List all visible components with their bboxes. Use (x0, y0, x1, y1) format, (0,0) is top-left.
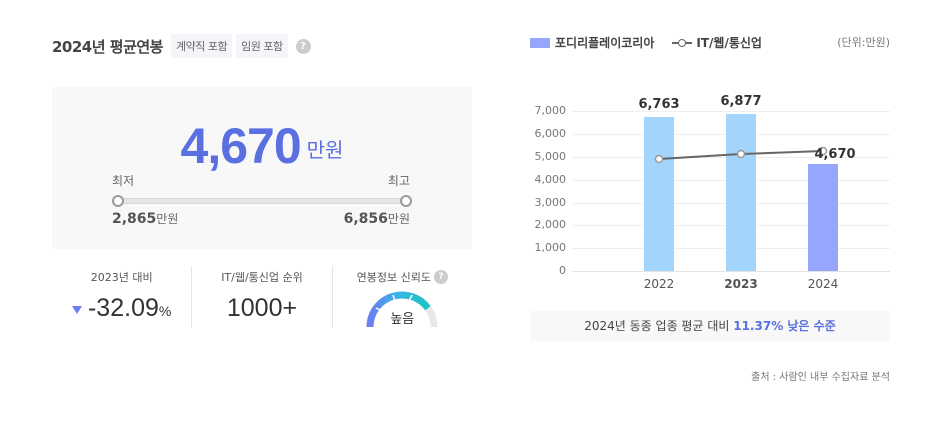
y-tick: 1,000 (534, 241, 567, 254)
x-tick-2022: 2022 (643, 277, 675, 291)
page-title: 2024년 평균연봉 (52, 37, 163, 56)
y-tick: 3,000 (534, 196, 567, 209)
salary-range-bar (112, 195, 412, 207)
x-tick-2024: 2024 (807, 277, 839, 291)
bar-legend-swatch-icon (530, 37, 550, 48)
reliability-gauge: 높음 (366, 291, 438, 327)
question-circle-icon[interactable]: ? (433, 270, 448, 284)
stat-industry-rank: IT/웹/통신업 순위 1000+ (191, 266, 331, 328)
bar-2024[interactable] (808, 164, 838, 271)
yoy-change-value: -32.09 (87, 294, 159, 322)
tag-contract-included: 계약직 포함 (170, 34, 233, 58)
legend-bar-series: 포디리플레이코리아 (555, 36, 655, 50)
down-triangle-icon (71, 306, 82, 314)
y-tick: 5,000 (534, 150, 567, 163)
range-max-dot (400, 195, 412, 207)
industry-comparison: 2024년 동종 업종 평균 대비 11.37% 낮은 수준 (530, 311, 890, 341)
grid-line (572, 111, 890, 112)
max-label: 최고 (387, 174, 410, 188)
y-tick: 0 (559, 264, 566, 277)
industry-rank-value: 1000+ (226, 294, 298, 322)
y-tick: 2,000 (534, 218, 567, 231)
y-tick: 6,000 (534, 127, 567, 140)
stat-reliability: 연봉정보 신뢰도? 높음 (331, 266, 472, 328)
industry-average-line (654, 146, 828, 164)
average-salary-box: 4,670 만원 최저 최고 2,865만원 6,856만원 (52, 87, 472, 249)
bar-value-2023: 6,877 (720, 94, 762, 109)
average-salary-unit: 만원 (306, 138, 344, 162)
reliability-level: 높음 (390, 312, 415, 327)
salary-chart: 7,000 6,000 5,000 4,000 3,000 2,000 1,00… (530, 94, 890, 295)
unit-note: (단위:만원) (837, 36, 890, 49)
min-label: 최저 (112, 174, 135, 188)
chart-legend: 포디리플레이코리아 IT/웹/통신업 (530, 34, 762, 51)
x-tick-2023: 2023 (724, 277, 758, 291)
source-note: 출처 : 사람인 내부 수집자료 분석 (751, 372, 890, 383)
range-min-dot (112, 195, 124, 207)
bar-2022[interactable] (644, 117, 674, 271)
tag-executive-included: 임원 포함 (236, 34, 288, 58)
question-circle-icon[interactable]: ? (295, 38, 311, 54)
y-tick: 7,000 (534, 104, 567, 117)
average-salary-value: 4,670 (180, 118, 302, 174)
bar-2023[interactable] (726, 114, 756, 271)
legend-line-series: IT/웹/통신업 (696, 36, 762, 50)
max-salary: 6,856만원 (343, 211, 410, 227)
y-tick: 4,000 (534, 173, 567, 186)
stat-yoy-change: 2023년 대비 -32.09% (52, 266, 191, 328)
bar-value-2024: 4,670 (814, 147, 856, 162)
min-salary: 2,865만원 (112, 211, 179, 227)
x-axis-line (572, 271, 890, 272)
stats-row: 2023년 대비 -32.09% IT/웹/통신업 순위 1000+ 연봉정보 … (52, 266, 472, 328)
comparison-highlight: 11.37% 낮은 수준 (733, 319, 836, 333)
bar-value-2022: 6,763 (638, 97, 680, 112)
line-legend-marker-icon (672, 38, 693, 48)
header: 2024년 평균연봉 계약직 포함 임원 포함 ? (52, 34, 311, 58)
